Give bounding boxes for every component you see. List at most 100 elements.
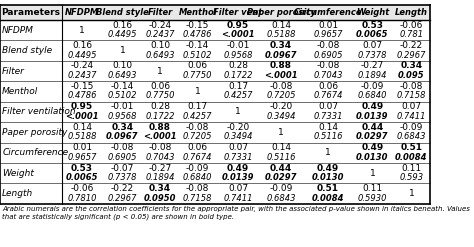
Text: 0.49: 0.49 — [361, 143, 383, 152]
Text: 0.6905: 0.6905 — [108, 153, 137, 162]
Text: 0.2967: 0.2967 — [397, 51, 426, 60]
Text: Paper porosity: Paper porosity — [2, 128, 67, 137]
Text: 0.49: 0.49 — [227, 164, 249, 172]
Text: 0.1894: 0.1894 — [358, 71, 387, 80]
Text: 0.01: 0.01 — [318, 21, 338, 30]
Text: 0.7750: 0.7750 — [145, 91, 175, 101]
Text: Menthol: Menthol — [2, 87, 38, 96]
Text: 0.53: 0.53 — [362, 21, 383, 30]
Text: 0.11: 0.11 — [363, 184, 383, 193]
Text: 0.16: 0.16 — [72, 41, 92, 50]
Text: <.0001: <.0001 — [221, 30, 255, 39]
Text: 0.5102: 0.5102 — [183, 51, 212, 60]
Text: 1: 1 — [119, 46, 125, 55]
Text: 0.34: 0.34 — [149, 184, 171, 193]
Text: 0.53: 0.53 — [71, 164, 93, 172]
Text: NFDPM: NFDPM — [65, 8, 99, 17]
Text: 0.0297: 0.0297 — [356, 132, 389, 141]
Text: -0.15: -0.15 — [70, 82, 94, 91]
Text: Filter ventilation: Filter ventilation — [2, 107, 76, 116]
Text: 0.06: 0.06 — [150, 82, 170, 91]
Text: 0.01: 0.01 — [72, 143, 92, 152]
Text: -0.14: -0.14 — [111, 82, 134, 91]
Text: 0.14: 0.14 — [72, 123, 92, 132]
Text: 0.5188: 0.5188 — [266, 30, 296, 39]
Text: 0.7043: 0.7043 — [145, 153, 175, 162]
Text: 0.3494: 0.3494 — [266, 112, 296, 121]
Text: 0.1722: 0.1722 — [145, 112, 175, 121]
Text: 0.07: 0.07 — [401, 102, 421, 111]
Text: 0.3494: 0.3494 — [223, 132, 253, 141]
Text: -0.09: -0.09 — [186, 164, 210, 172]
Text: Parameters: Parameters — [1, 8, 60, 17]
Text: 0.7674: 0.7674 — [313, 91, 343, 101]
Text: -0.06: -0.06 — [400, 21, 423, 30]
Text: 0.7331: 0.7331 — [223, 153, 253, 162]
Text: -0.14: -0.14 — [186, 41, 210, 50]
Text: -0.09: -0.09 — [400, 123, 423, 132]
Text: 0.17: 0.17 — [188, 102, 208, 111]
Text: 0.7750: 0.7750 — [183, 71, 212, 80]
Text: Weight: Weight — [2, 169, 34, 178]
Text: Weight: Weight — [356, 8, 389, 17]
Text: <.0001: <.0001 — [143, 132, 177, 141]
Text: 0.06: 0.06 — [188, 62, 208, 70]
Text: -0.08: -0.08 — [316, 62, 340, 70]
Text: Blend style: Blend style — [96, 8, 149, 17]
Text: 0.5188: 0.5188 — [67, 132, 97, 141]
Bar — [0, 5, 430, 20]
Text: 0.5102: 0.5102 — [108, 91, 137, 101]
Text: 0.49: 0.49 — [317, 164, 339, 172]
Text: 0.7158: 0.7158 — [183, 194, 212, 203]
Text: -0.08: -0.08 — [400, 82, 423, 91]
Text: 0.10: 0.10 — [150, 41, 170, 50]
Text: 0.7411: 0.7411 — [397, 112, 426, 121]
Text: 1: 1 — [325, 148, 331, 157]
Text: 0.06: 0.06 — [188, 143, 208, 152]
Text: -0.01: -0.01 — [226, 41, 250, 50]
Text: 0.28: 0.28 — [228, 62, 248, 70]
Text: 0.0084: 0.0084 — [395, 153, 428, 162]
Text: 0.781: 0.781 — [400, 30, 423, 39]
Text: Length: Length — [395, 8, 428, 17]
Text: 0.5116: 0.5116 — [313, 132, 343, 141]
Text: 0.6493: 0.6493 — [145, 51, 175, 60]
Text: 0.1722: 0.1722 — [223, 71, 253, 80]
Text: 0.2967: 0.2967 — [108, 194, 137, 203]
Text: 0.7043: 0.7043 — [313, 71, 343, 80]
Text: 0.7205: 0.7205 — [183, 132, 212, 141]
Text: 0.16: 0.16 — [112, 21, 132, 30]
Text: 0.0139: 0.0139 — [356, 112, 389, 121]
Text: 1: 1 — [235, 107, 241, 116]
Text: 0.7378: 0.7378 — [358, 51, 387, 60]
Text: 0.7158: 0.7158 — [397, 91, 426, 101]
Text: Blend style: Blend style — [2, 46, 52, 55]
Text: 0.0130: 0.0130 — [356, 153, 389, 162]
Text: 0.10: 0.10 — [112, 62, 132, 70]
Text: Filter vent: Filter vent — [213, 8, 263, 17]
Text: 0.4257: 0.4257 — [223, 91, 253, 101]
Text: 0.34: 0.34 — [111, 123, 133, 132]
Text: 0.07: 0.07 — [363, 41, 383, 50]
Text: 0.0139: 0.0139 — [222, 173, 254, 182]
Text: 0.88: 0.88 — [149, 123, 171, 132]
Text: 0.6840: 0.6840 — [183, 173, 212, 182]
Text: 1: 1 — [195, 87, 201, 96]
Text: 0.4786: 0.4786 — [67, 91, 97, 101]
Text: 0.0950: 0.0950 — [144, 194, 176, 203]
Text: <.0001: <.0001 — [65, 112, 99, 121]
Text: Circumference: Circumference — [294, 8, 362, 17]
Text: 0.28: 0.28 — [150, 102, 170, 111]
Text: -0.22: -0.22 — [111, 184, 134, 193]
Text: 0.9568: 0.9568 — [108, 112, 137, 121]
Text: -0.08: -0.08 — [186, 184, 210, 193]
Text: 0.44: 0.44 — [270, 164, 292, 172]
Text: -0.01: -0.01 — [110, 102, 134, 111]
Text: -0.15: -0.15 — [186, 21, 210, 30]
Text: -0.22: -0.22 — [400, 41, 423, 50]
Text: 0.07: 0.07 — [228, 143, 248, 152]
Text: NFDPM: NFDPM — [2, 26, 34, 35]
Text: 0.95: 0.95 — [71, 102, 93, 111]
Text: 1: 1 — [79, 26, 85, 35]
Text: -0.27: -0.27 — [148, 164, 172, 172]
